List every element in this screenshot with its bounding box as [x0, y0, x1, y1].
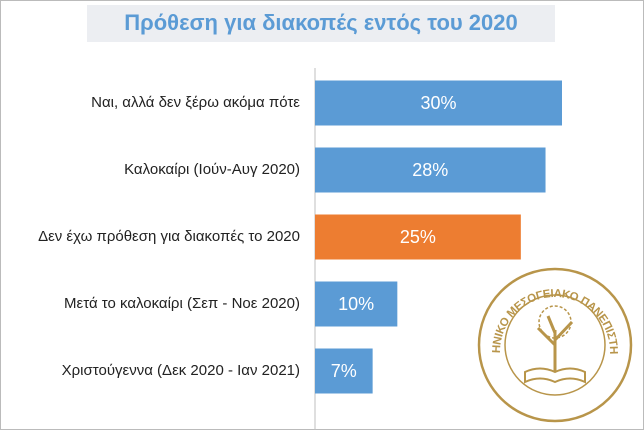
- data-label: 25%: [400, 227, 436, 247]
- logo-ring: [504, 294, 606, 396]
- category-label: Ναι, αλλά δεν ξέρω ακόμα πότε: [91, 94, 300, 111]
- data-label: 30%: [420, 93, 456, 113]
- bar: [315, 281, 398, 327]
- bar: [315, 80, 562, 126]
- title-box: [87, 5, 555, 42]
- logo-tree: [536, 315, 574, 372]
- data-label: 7%: [331, 361, 357, 381]
- category-label: Χριστούγεννα (Δεκ 2020 - Ιαν 2021): [62, 362, 300, 379]
- data-label: 10%: [338, 294, 374, 314]
- bar: [315, 214, 521, 260]
- bar: [315, 348, 373, 394]
- category-label: Δεν έχω πρόθεση για διακοπές το 2020: [38, 228, 300, 245]
- data-label: 28%: [412, 160, 448, 180]
- category-label: Καλοκαίρι (Ιούν-Αυγ 2020): [124, 161, 300, 178]
- chart-title: Πρόθεση για διακοπές εντός του 2020: [124, 10, 518, 35]
- logo-leaf: [538, 305, 572, 339]
- bar: [315, 147, 546, 193]
- logo-book: [524, 367, 586, 384]
- category-label: Μετά το καλοκαίρι (Σεπ - Νοε 2020): [64, 295, 300, 312]
